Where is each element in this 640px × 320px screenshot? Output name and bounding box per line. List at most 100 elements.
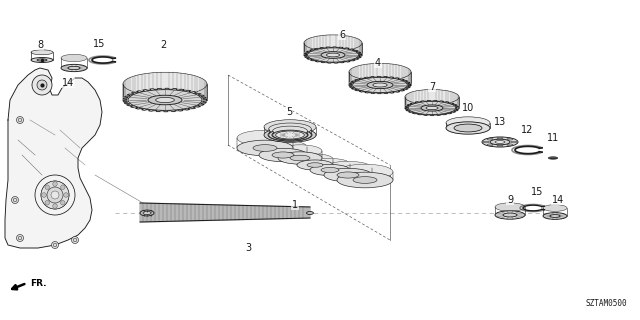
Ellipse shape (123, 72, 207, 96)
Ellipse shape (421, 105, 443, 111)
Polygon shape (140, 203, 310, 222)
Ellipse shape (482, 137, 518, 147)
Ellipse shape (495, 140, 505, 143)
Ellipse shape (324, 168, 372, 182)
Ellipse shape (68, 66, 80, 70)
Ellipse shape (45, 185, 49, 189)
Ellipse shape (483, 141, 489, 143)
Ellipse shape (278, 145, 322, 157)
Ellipse shape (487, 144, 493, 146)
Ellipse shape (497, 145, 503, 147)
Ellipse shape (37, 80, 47, 90)
Ellipse shape (290, 155, 310, 161)
Text: 15: 15 (531, 187, 543, 197)
Ellipse shape (45, 201, 49, 205)
Ellipse shape (550, 215, 560, 217)
Ellipse shape (148, 95, 182, 105)
Ellipse shape (31, 50, 53, 55)
Polygon shape (304, 47, 362, 63)
Text: 11: 11 (547, 133, 559, 143)
Ellipse shape (310, 164, 350, 176)
Ellipse shape (426, 106, 438, 110)
Text: 2: 2 (160, 40, 166, 50)
Ellipse shape (37, 59, 47, 61)
Text: 5: 5 (286, 107, 292, 117)
Polygon shape (5, 68, 102, 248)
Ellipse shape (51, 191, 59, 199)
Ellipse shape (268, 129, 312, 141)
Ellipse shape (307, 48, 358, 62)
Ellipse shape (497, 137, 503, 139)
Ellipse shape (405, 89, 459, 105)
Ellipse shape (31, 58, 53, 62)
Ellipse shape (373, 83, 387, 87)
Ellipse shape (12, 196, 19, 204)
Ellipse shape (32, 75, 52, 95)
Ellipse shape (503, 213, 517, 217)
Ellipse shape (72, 236, 79, 244)
Ellipse shape (487, 138, 493, 140)
Ellipse shape (264, 120, 316, 134)
Ellipse shape (321, 167, 339, 172)
Text: 8: 8 (37, 40, 43, 50)
Ellipse shape (321, 52, 345, 58)
Text: 4: 4 (375, 58, 381, 68)
Text: 1: 1 (292, 200, 298, 210)
Text: 10: 10 (462, 103, 474, 113)
Ellipse shape (550, 157, 556, 159)
Ellipse shape (495, 211, 525, 219)
Ellipse shape (47, 187, 63, 203)
Polygon shape (123, 88, 207, 112)
Ellipse shape (128, 90, 202, 110)
Ellipse shape (297, 154, 333, 164)
Ellipse shape (337, 172, 393, 188)
Ellipse shape (143, 211, 151, 215)
Ellipse shape (273, 126, 307, 136)
Ellipse shape (140, 210, 154, 216)
Text: 9: 9 (507, 195, 513, 205)
Ellipse shape (349, 63, 411, 81)
Ellipse shape (276, 131, 304, 139)
Ellipse shape (408, 101, 456, 115)
Ellipse shape (337, 172, 359, 178)
Ellipse shape (259, 140, 307, 154)
Ellipse shape (511, 141, 517, 143)
Ellipse shape (304, 35, 362, 51)
Text: 14: 14 (552, 195, 564, 205)
Ellipse shape (543, 205, 567, 211)
Ellipse shape (42, 193, 46, 197)
Ellipse shape (507, 144, 513, 146)
Text: 13: 13 (494, 117, 506, 127)
Ellipse shape (548, 157, 557, 159)
Ellipse shape (353, 77, 407, 92)
Ellipse shape (264, 128, 316, 142)
Ellipse shape (61, 201, 65, 205)
Ellipse shape (17, 235, 24, 242)
Text: 3: 3 (245, 243, 251, 253)
Polygon shape (405, 100, 459, 116)
Ellipse shape (307, 212, 314, 214)
Ellipse shape (17, 116, 24, 124)
Ellipse shape (273, 130, 307, 140)
Ellipse shape (454, 124, 482, 132)
Ellipse shape (61, 185, 65, 189)
Ellipse shape (337, 164, 393, 180)
Ellipse shape (297, 160, 333, 170)
Text: 14: 14 (62, 78, 74, 88)
Ellipse shape (237, 140, 293, 156)
Ellipse shape (326, 53, 340, 57)
Ellipse shape (367, 81, 393, 89)
Ellipse shape (52, 182, 58, 186)
Ellipse shape (156, 97, 174, 103)
Ellipse shape (272, 152, 294, 158)
Ellipse shape (446, 122, 490, 134)
Ellipse shape (253, 145, 277, 151)
Ellipse shape (269, 129, 311, 141)
Text: 7: 7 (429, 82, 435, 92)
Text: FR.: FR. (30, 279, 47, 289)
Ellipse shape (353, 177, 377, 183)
Ellipse shape (310, 158, 350, 170)
Ellipse shape (51, 242, 58, 249)
Ellipse shape (52, 204, 58, 208)
Ellipse shape (41, 181, 69, 209)
